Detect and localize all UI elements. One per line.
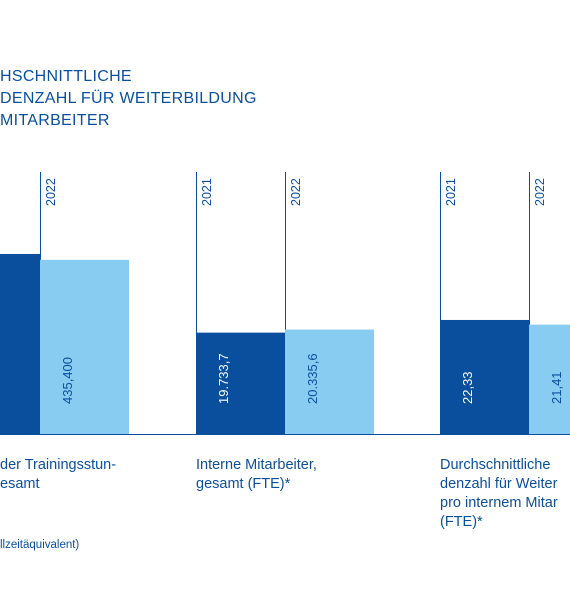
- category-label-g3-line4: (FTE)*: [440, 514, 483, 530]
- value-label-g2-s2: 20.335,6: [305, 353, 320, 404]
- category-label-g3-line3: pro internem Mitar: [440, 495, 558, 511]
- category-label-g1-line1: der Trainingsstun-: [0, 457, 116, 473]
- year-label-g1-s2: 2022: [44, 178, 58, 206]
- value-label-g3-s2: 21,41: [549, 371, 564, 404]
- chart-title: HSCHNITTLICHE DENZAHL FÜR WEITERBILDUNG …: [0, 68, 257, 129]
- bar-g1-s2: [40, 259, 129, 434]
- value-label-g3-s1: 22,33: [460, 371, 475, 404]
- bar-g2-s1: [196, 332, 285, 434]
- category-label-g1-line2: esamt: [0, 476, 40, 492]
- year-label-g2-s2: 2022: [289, 178, 303, 206]
- category-label-g2-line2: gesamt (FTE)*: [196, 476, 291, 492]
- footnote: llzeitäquivalent): [0, 539, 79, 551]
- bar-g3-s2: [529, 324, 570, 434]
- bar-g1-s1: [0, 254, 40, 434]
- year-label-g3-s1: 2021: [444, 178, 458, 206]
- bar-g3-s1: [440, 319, 529, 434]
- year-label-g3-s2: 2022: [533, 178, 547, 206]
- title-line-2: DENZAHL FÜR WEITERBILDUNG: [0, 89, 257, 107]
- title-line-3: MITARBEITER: [0, 112, 110, 129]
- year-label-g2-s1: 2021: [200, 178, 214, 206]
- category-label-g3-line1: Durchschnittliche: [440, 457, 550, 473]
- value-label-g2-s1: 19.733,7: [216, 353, 231, 404]
- bar-g2-s2: [285, 329, 374, 434]
- title-line-1: HSCHNITTLICHE: [0, 68, 132, 85]
- category-label-g2-line1: Interne Mitarbeiter,: [196, 457, 317, 473]
- plot-area: 2022 435,400 der Trainingsstun-esamt 2021 19…: [0, 172, 570, 530]
- value-label-g1-s2: 435,400: [60, 357, 75, 404]
- category-label-g3-line2: denzahl für Weiter: [440, 476, 558, 492]
